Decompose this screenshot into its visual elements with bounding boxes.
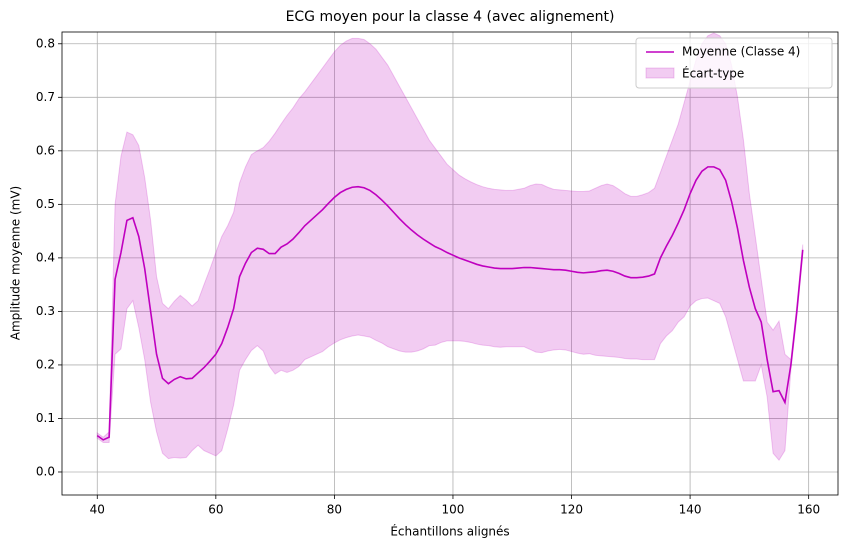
y-tick-label: 0.4 [36, 250, 55, 264]
x-tick-label: 120 [560, 503, 583, 517]
y-tick-label: 0.1 [36, 411, 55, 425]
y-tick-label: 0.7 [36, 90, 55, 104]
y-tick-label: 0.6 [36, 143, 55, 157]
mean-line [96, 166, 804, 441]
y-tick-label: 0.3 [36, 304, 55, 318]
y-tick-label: 0.0 [36, 464, 55, 478]
legend-label: Écart-type [682, 66, 744, 81]
x-tick-label: 80 [327, 503, 342, 517]
x-tick-label: 140 [679, 503, 702, 517]
x-axis-label: Échantillons alignés [390, 524, 509, 539]
x-tick-label: 160 [797, 503, 820, 517]
chart-title: ECG moyen pour la classe 4 (avec alignem… [286, 9, 615, 25]
y-tick-label: 0.2 [36, 357, 55, 371]
plot-frame [61, 31, 839, 496]
y-tick-label: 0.5 [36, 197, 55, 211]
legend-label: Moyenne (Classe 4) [682, 45, 800, 59]
x-tick-label: 40 [90, 503, 105, 517]
x-tick-label: 100 [442, 503, 465, 517]
legend-swatch [645, 67, 675, 79]
y-tick-label: 0.8 [36, 36, 55, 50]
y-axis-label: Amplitude moyenne (mV) [9, 186, 23, 341]
legend-box [635, 37, 833, 89]
x-tick-label: 60 [208, 503, 223, 517]
